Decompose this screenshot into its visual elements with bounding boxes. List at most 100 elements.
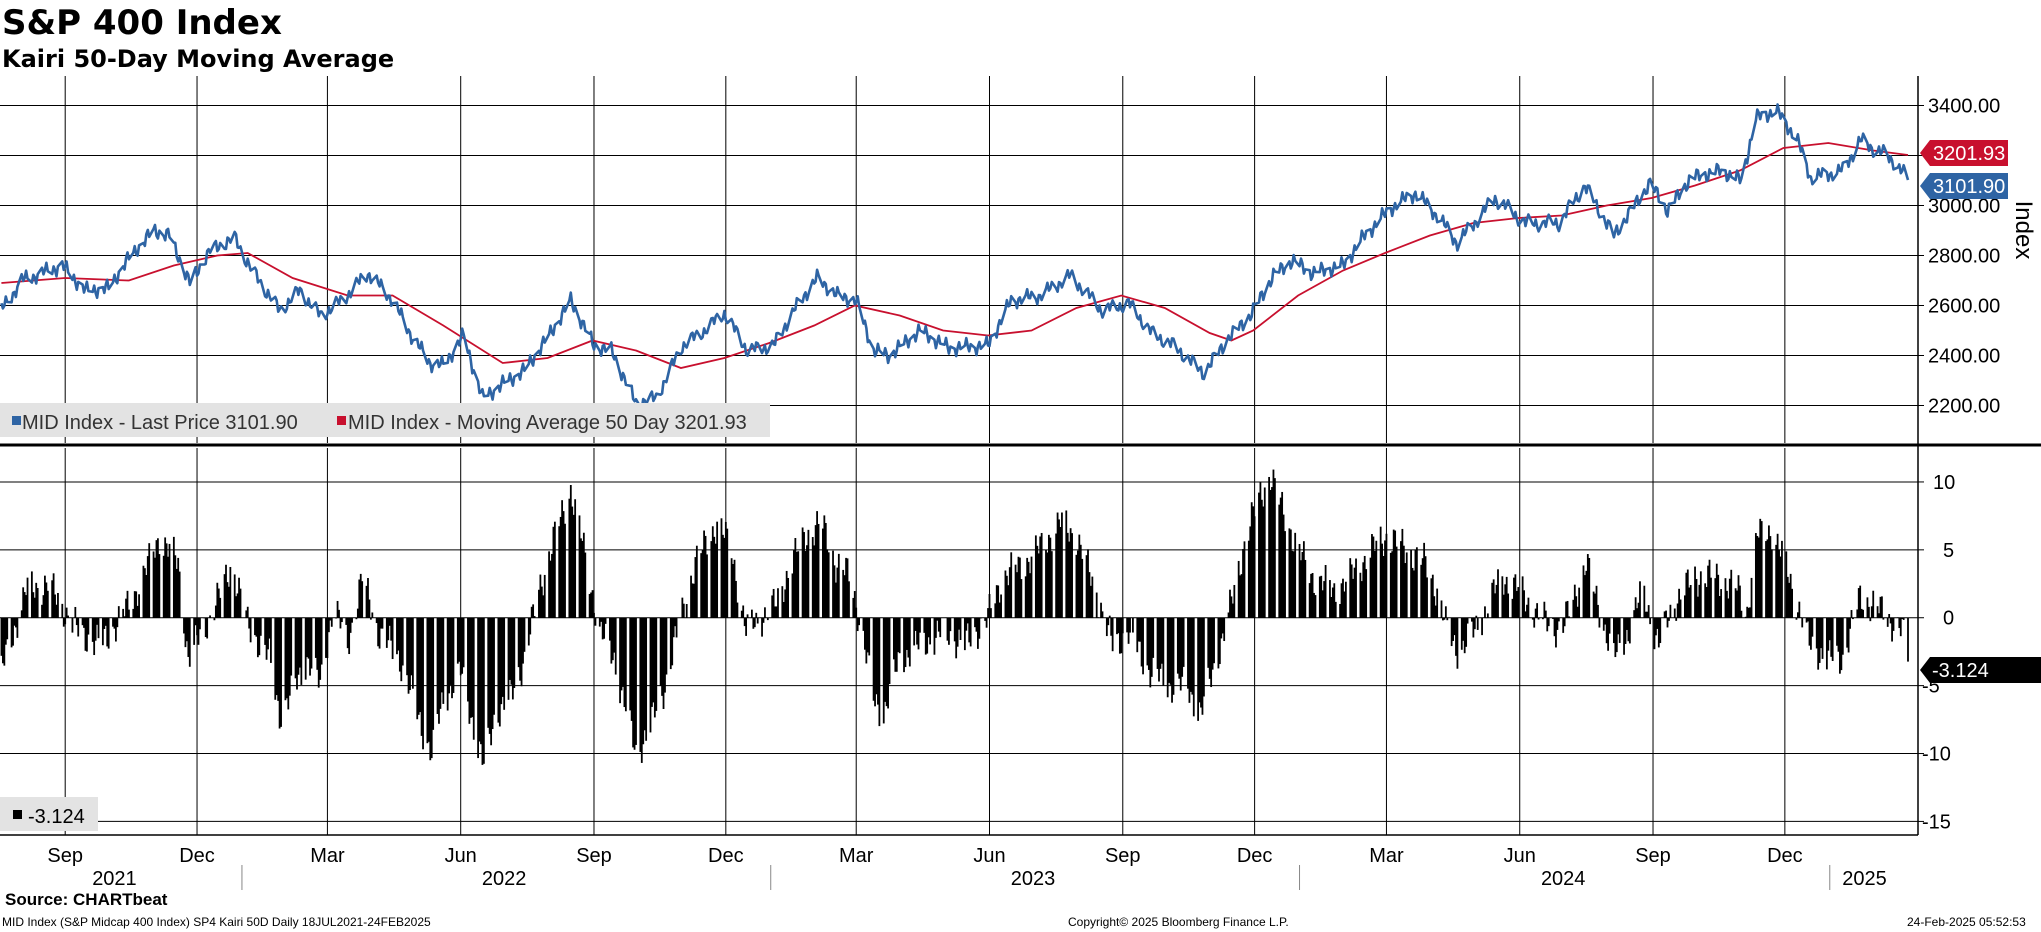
kairi-bar bbox=[1005, 575, 1008, 618]
kairi-bar bbox=[1514, 574, 1517, 618]
kairi-bar bbox=[568, 498, 571, 618]
kairi-bar bbox=[1756, 535, 1759, 618]
kairi-bar bbox=[1759, 518, 1762, 618]
kairi-bar bbox=[142, 565, 145, 618]
kairi-bar bbox=[803, 532, 805, 618]
kairi-bar bbox=[1604, 617, 1607, 625]
kairi-bar bbox=[459, 617, 462, 676]
kairi-bar bbox=[1210, 617, 1213, 688]
kairi-bar bbox=[1395, 546, 1398, 618]
kairi-bar bbox=[500, 617, 503, 705]
kairi-bar bbox=[214, 605, 217, 618]
kairi-bar bbox=[1058, 519, 1060, 618]
kairi-bar bbox=[249, 617, 252, 643]
kairi-bar bbox=[1362, 562, 1365, 618]
kairi-bar bbox=[1146, 617, 1149, 666]
kairi-bar bbox=[1786, 576, 1789, 618]
kairi-bar bbox=[1430, 578, 1433, 618]
kairi-bar bbox=[1452, 617, 1454, 641]
kairi-bar bbox=[86, 617, 88, 652]
kairi-bar bbox=[349, 617, 352, 633]
kairi-bar bbox=[178, 571, 181, 618]
kairi-bar bbox=[543, 574, 546, 618]
kairi-bar bbox=[1220, 617, 1223, 639]
kairi-bar bbox=[1402, 545, 1405, 618]
kairi-bar bbox=[1342, 578, 1344, 618]
kairi-bar bbox=[1831, 617, 1834, 661]
kairi-bar bbox=[987, 608, 989, 618]
kairi-bar bbox=[1, 617, 4, 664]
kairi-bar bbox=[755, 612, 758, 618]
kairi-bar bbox=[726, 528, 729, 618]
kairi-bar bbox=[367, 578, 369, 618]
kairi-bar bbox=[196, 617, 198, 636]
kairi-bar bbox=[549, 560, 552, 618]
kairi-bar bbox=[1149, 617, 1152, 688]
kairi-bar bbox=[878, 617, 881, 727]
kairi-bar bbox=[517, 617, 520, 668]
kairi-bar bbox=[1443, 617, 1446, 620]
kairi-bar bbox=[439, 617, 442, 709]
kairi-bar bbox=[1562, 617, 1565, 633]
kairi-bar bbox=[842, 569, 845, 618]
kairi-bar bbox=[1892, 617, 1895, 631]
kairi-bar bbox=[1247, 540, 1250, 618]
kairi-bar bbox=[380, 617, 382, 629]
kairi-bar bbox=[610, 617, 613, 664]
kairi-bar bbox=[1552, 617, 1554, 620]
kairi-bar bbox=[216, 582, 219, 618]
kairi-bar bbox=[539, 574, 542, 618]
kairi-bar bbox=[937, 617, 940, 632]
kairi-bar bbox=[816, 511, 818, 618]
kairi-bar bbox=[478, 617, 481, 742]
kairi-bar bbox=[984, 617, 987, 621]
kairi-bar bbox=[733, 559, 736, 618]
kairi-bar bbox=[540, 586, 543, 618]
kairi-bar bbox=[662, 617, 665, 709]
kairi-bar bbox=[420, 617, 423, 736]
kairi-bar bbox=[1087, 549, 1089, 618]
kairi-bar bbox=[235, 596, 238, 618]
kairi-bar bbox=[96, 617, 98, 625]
kairi-bar bbox=[1502, 594, 1505, 618]
kairi-bar bbox=[306, 617, 309, 658]
kairi-bar bbox=[713, 536, 716, 618]
kairi-bar bbox=[1586, 554, 1589, 618]
kairi-bar bbox=[821, 528, 824, 618]
kairi-bar bbox=[664, 617, 666, 693]
kairi-bar bbox=[378, 617, 381, 649]
kairi-bar bbox=[1045, 549, 1047, 618]
kairi-bar bbox=[1414, 549, 1417, 618]
kairi-bar bbox=[377, 617, 380, 647]
kairi-bar bbox=[990, 608, 992, 618]
kairi-bar bbox=[1594, 593, 1596, 618]
kairi-bar bbox=[1472, 617, 1475, 638]
kairi-bar bbox=[265, 617, 268, 660]
kairi-bar bbox=[1455, 617, 1457, 656]
kairi-bar bbox=[706, 554, 708, 618]
kairi-bar bbox=[469, 617, 472, 718]
legend-item-ma: MID Index - Moving Average 50 Day 3201.9… bbox=[348, 412, 747, 434]
kairi-bar bbox=[1882, 617, 1885, 620]
x-year-label: 2024 bbox=[1541, 868, 1586, 890]
kairi-bar bbox=[91, 617, 94, 642]
kairi-bar bbox=[438, 617, 440, 724]
kairi-bar bbox=[1444, 606, 1447, 618]
kairi-bar bbox=[946, 617, 949, 641]
kairi-bar bbox=[132, 608, 135, 618]
kairi-bar bbox=[1421, 558, 1424, 618]
kairi-bar bbox=[122, 608, 125, 618]
kairi-bar bbox=[630, 617, 633, 721]
kairi-bar bbox=[1886, 617, 1889, 627]
kairi-bar bbox=[330, 617, 333, 627]
kairi-bar bbox=[13, 617, 16, 626]
kairi-bar bbox=[407, 617, 410, 694]
kairi-bar bbox=[490, 617, 493, 746]
kairi-bar bbox=[1710, 577, 1712, 618]
kairi-bar bbox=[1278, 504, 1281, 618]
kairi-bar bbox=[1237, 560, 1240, 618]
kairi-bar bbox=[1321, 590, 1324, 618]
kairi-bar bbox=[1152, 617, 1155, 658]
kairi-bar bbox=[509, 617, 511, 680]
kairi-bar bbox=[651, 617, 653, 707]
